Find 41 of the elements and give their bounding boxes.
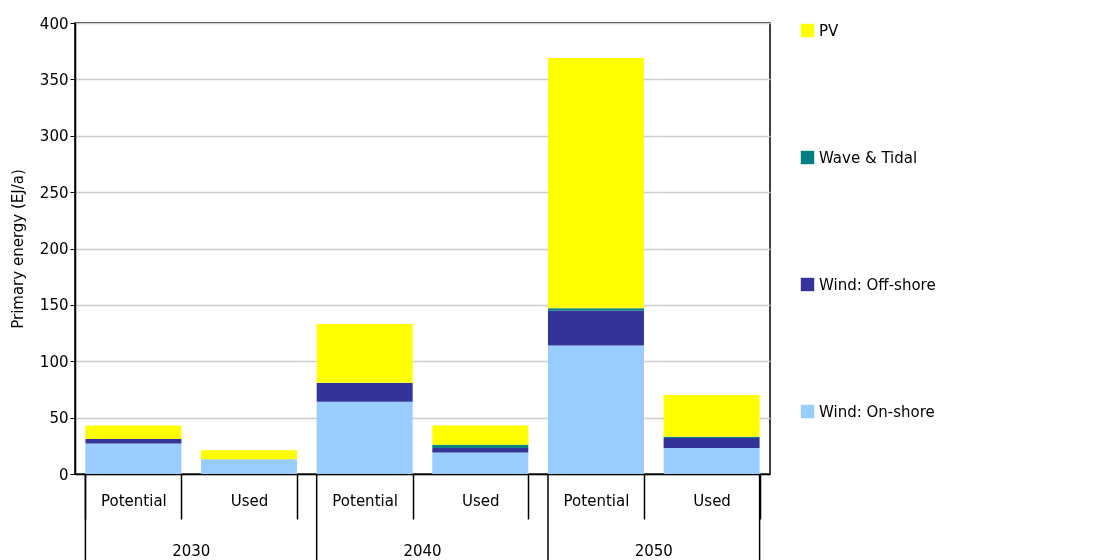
bar [316,382,413,402]
x-tick-label: Used [693,491,731,510]
y-tick-label: 250 [39,183,69,202]
legend-label: Wave & Tidal [819,148,918,167]
x-tick-label: Used [462,491,500,510]
x-tick-label: Potential [563,491,630,510]
bar [85,443,182,474]
legend-label: PV [819,21,840,40]
text: 2040 [403,542,442,560]
bar [432,448,529,453]
bar [663,395,760,437]
bar [547,310,644,346]
bar [547,345,644,474]
bar [201,459,298,474]
y-tick-label: 50 [49,409,69,428]
text: 2030 [172,542,211,560]
legend-label: Wind: On-shore [819,402,935,421]
bar [547,57,644,309]
bar [663,437,760,449]
bar [432,452,529,474]
y-tick-label: 0 [58,465,69,484]
bar [316,324,413,383]
y-tick-label: 350 [39,70,69,89]
bar [201,450,298,460]
bar [432,425,529,445]
y-tick-label: 300 [39,127,69,146]
text: 2050 [634,542,673,560]
bar [547,308,644,311]
y-tick-label: 150 [39,296,69,315]
y-axis-title: Primary energy (EJ/a) [8,169,27,329]
x-tick-label: Potential [332,491,399,510]
legend-label: Wind: Off-shore [819,275,936,294]
y-tick-label: 400 [39,14,69,33]
bar [316,401,413,474]
bar [663,448,760,474]
x-tick-label: Potential [101,491,167,510]
bar [85,439,182,444]
y-tick-label: 100 [39,352,69,371]
bar [85,425,182,440]
x-tick-label: Used [230,491,269,510]
y-tick-label: 200 [39,240,69,258]
